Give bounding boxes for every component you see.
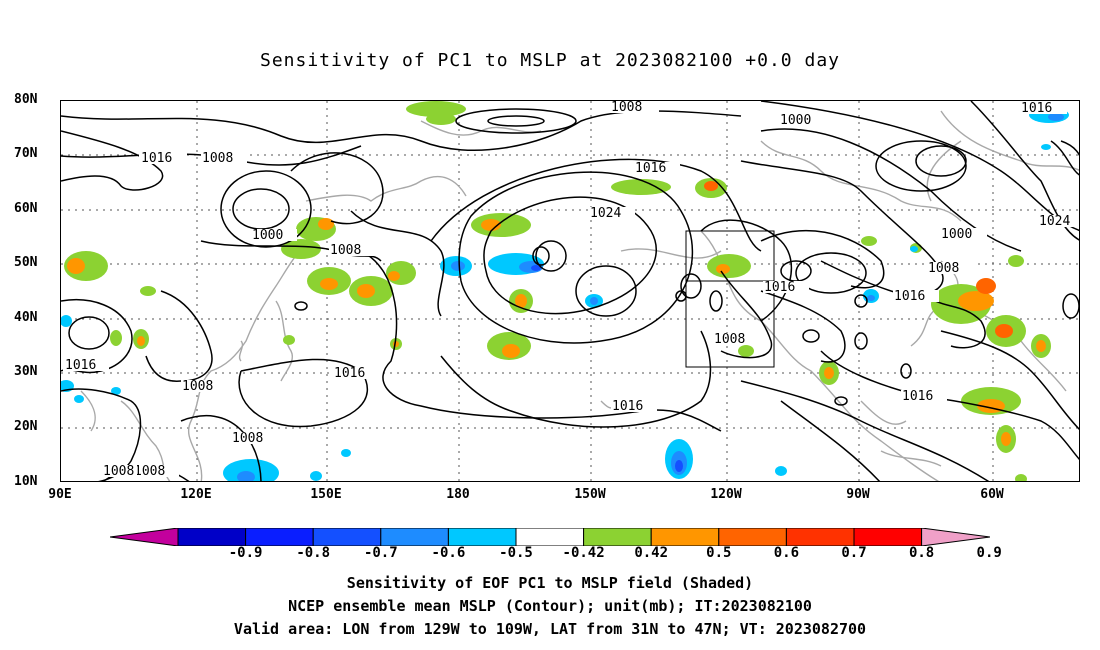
colorbar-label: 0.8 [908,545,935,561]
lat-label-40n: 40N [14,310,38,325]
lon-label-60w: 60W [980,487,1004,502]
lat-label-50n: 50N [14,255,38,270]
lat-label-80n: 80N [14,92,38,107]
contour-label: 1000 [780,113,811,128]
contour-label: 1008 [103,464,134,479]
lon-label-120e: 120E [180,487,212,502]
colorbar-swatch [380,528,449,546]
colorbar-label: -0.9 [228,545,263,561]
contour-label: 1016 [902,389,933,404]
colorbar-swatch [312,528,382,546]
contour-label: 1000 [941,227,972,242]
map-title: Sensitivity of PC1 to MSLP at 2023082100… [259,50,840,71]
contour-label: 1008 [611,101,642,115]
lon-label-150w: 150W [574,487,606,502]
colorbar-label: 0.5 [706,545,732,561]
contour-label: 1008 [232,431,263,446]
lat-label-10n: 10N [14,474,38,489]
colorbar-swatch [785,528,855,546]
contour-label: 1016 [334,366,365,381]
lon-label-120w: 120W [710,487,742,502]
contour-label: 1000 [252,228,283,243]
lon-label-90e: 90E [48,487,72,502]
lat-label-20n: 20N [14,419,38,434]
coastlines [80,110,1079,481]
contour-label: 1008 [928,261,959,276]
valid-area-box [685,280,775,368]
colorbar-swatch [650,528,720,546]
contour-label: 1016 [635,161,666,176]
lon-label-150e: 150E [310,487,342,502]
colorbar-swatch [110,528,179,546]
contour-label: 1008 [330,243,361,258]
contour-label: 1016 [894,289,925,304]
map-panel: 1008 1016 1016 1008 1000 1008 1016 1024 … [60,100,1080,482]
colorbar-label: 0.6 [773,545,800,561]
colorbar-label: 0.42 [634,545,669,561]
contour-label: 1008 [202,151,233,166]
colorbar-label: 0.9 [976,545,1002,561]
mslp-contours [61,101,1079,481]
footer-contour-caption: NCEP ensemble mean MSLP (Contour); unit(… [288,597,812,615]
contour-labels: 1008 1016 1016 1008 1000 1008 1016 1024 … [63,101,1079,479]
colorbar-swatch [583,528,652,546]
colorbar-label: -0.6 [431,545,466,561]
contour-label: 1008 [182,379,213,394]
lat-label-30n: 30N [14,364,38,379]
colorbar-label: -0.5 [499,545,533,561]
contour-label: 1008 [134,464,165,479]
colorbar-swatch [245,528,314,546]
footer-valid-area: Valid area: LON from 129W to 109W, LAT f… [233,620,867,638]
lon-label-180: 180 [446,487,470,502]
colorbar [110,528,990,546]
contour-label: 1024 [1039,214,1070,229]
lon-label-90w: 90W [846,487,870,502]
lat-label-70n: 70N [14,146,38,161]
colorbar-swatch [921,528,990,546]
contour-label: 1008 [714,332,745,347]
colorbar-label: -0.7 [363,545,398,561]
contour-label: 1016 [764,280,795,295]
colorbar-swatch [853,528,923,546]
lat-label-60n: 60N [14,201,38,216]
map-canvas: 1008 1016 1016 1008 1000 1008 1016 1024 … [61,101,1079,481]
colorbar-label: -0.42 [562,545,605,561]
contour-label: 1016 [1021,101,1052,116]
contour-label: 1016 [612,399,643,414]
colorbar-swatch [515,528,585,546]
footer-shading-caption: Sensitivity of EOF PC1 to MSLP field (Sh… [346,574,754,592]
colorbar-swatch [447,528,517,546]
contour-label: 1016 [141,151,172,166]
colorbar-label: -0.8 [296,545,331,561]
colorbar-swatch [718,528,787,546]
colorbar-swatch [177,528,247,546]
contour-label: 1024 [590,206,621,221]
colorbar-label: 0.7 [841,545,867,561]
contour-label: 1016 [65,358,96,373]
